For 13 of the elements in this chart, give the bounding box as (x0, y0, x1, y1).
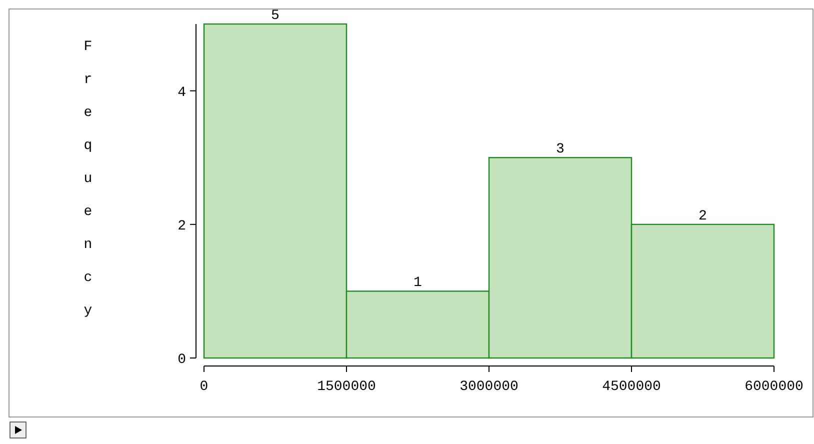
x-tick-label: 6000000 (744, 379, 804, 395)
data-label: 1 (414, 275, 422, 292)
text: Frequency (84, 39, 92, 319)
x-tick-label: 3000000 (460, 379, 518, 395)
data-label: 2 (698, 208, 707, 224)
y-tick-label: 2 (178, 218, 186, 234)
x-tick-label: 0 (200, 379, 208, 395)
data-label: 5 (271, 8, 280, 24)
x-tick-label: 4500000 (602, 379, 661, 395)
x-tick-label: 1500000 (317, 379, 376, 395)
y-tick-label: 0 (178, 352, 186, 368)
y-tick-label: 4 (178, 84, 186, 101)
data-label: 3 (556, 142, 564, 158)
